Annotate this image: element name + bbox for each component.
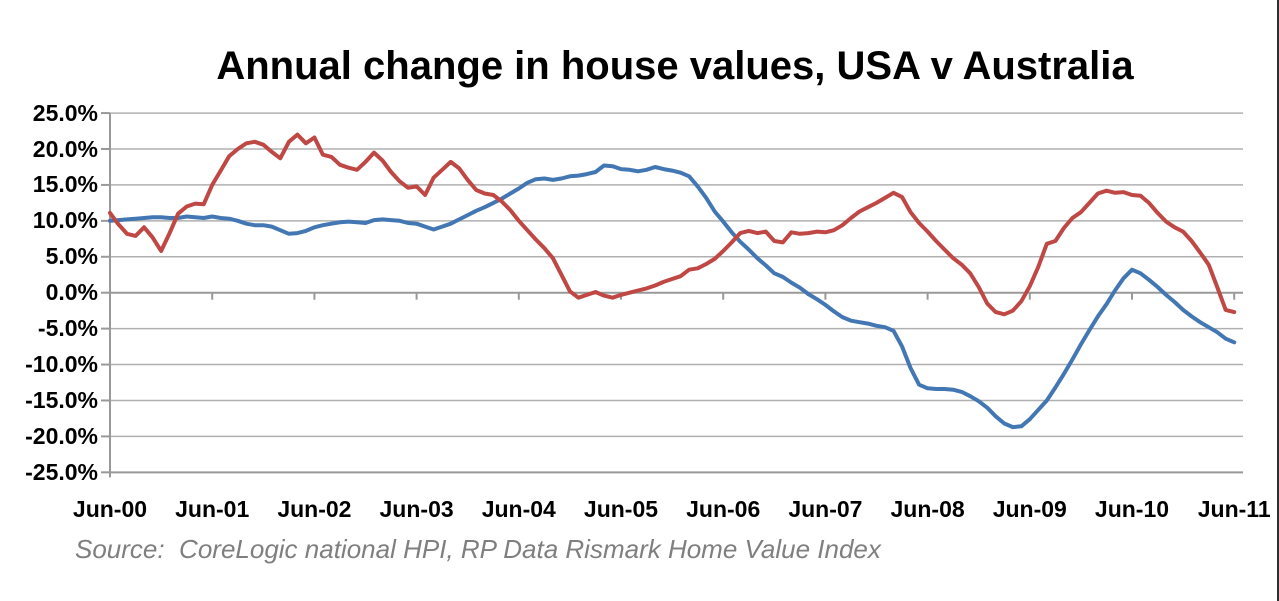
y-axis-label: 10.0% xyxy=(32,207,98,234)
usa-line-series xyxy=(108,163,1237,430)
x-axis-label: Jun-08 xyxy=(890,496,965,522)
x-axis-label: Jun-09 xyxy=(992,496,1067,522)
y-axis-label: -5.0% xyxy=(37,315,98,342)
x-axis-label: Jun-03 xyxy=(379,496,454,522)
y-axis-label: 20.0% xyxy=(32,135,98,162)
y-axis-label: -25.0% xyxy=(25,458,98,485)
source-note: Source: CoreLogic national HPI, RP Data … xyxy=(75,534,881,564)
window-right-border-line xyxy=(1277,0,1279,601)
x-axis-label: Jun-01 xyxy=(175,496,250,522)
chart-title: Annual change in house values, USA v Aus… xyxy=(216,44,1134,88)
x-axis-label: Jun-06 xyxy=(686,496,761,522)
australia-line-series xyxy=(108,132,1237,317)
y-axis-label: 5.0% xyxy=(45,243,98,270)
y-axis-label: 25.0% xyxy=(32,99,98,126)
y-axis-label: -10.0% xyxy=(25,351,98,378)
x-axis-label: Jun-02 xyxy=(277,496,352,522)
x-axis-label: Jun-11 xyxy=(1197,496,1271,522)
x-axis-label: Jun-10 xyxy=(1094,496,1170,522)
y-axis-label: -15.0% xyxy=(25,386,98,413)
x-axis-label: Jun-00 xyxy=(72,496,148,522)
x-axis-label: Jun-07 xyxy=(788,496,863,522)
x-axis-label: Jun-05 xyxy=(583,496,659,522)
x-axis-label: Jun-04 xyxy=(481,496,556,522)
y-axis-label: 15.0% xyxy=(32,171,98,198)
y-axis-label: 0.0% xyxy=(45,279,98,306)
y-axis-label: -20.0% xyxy=(25,422,98,449)
